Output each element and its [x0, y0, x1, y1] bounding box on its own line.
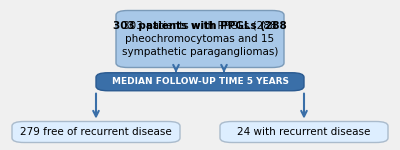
Text: 303 patients with PPGLs (288: 303 patients with PPGLs (288 — [113, 21, 287, 31]
FancyBboxPatch shape — [116, 11, 284, 68]
FancyBboxPatch shape — [96, 73, 304, 91]
Text: 303 patients with PPGLs (288: 303 patients with PPGLs (288 — [123, 21, 277, 31]
Text: MEDIAN FOLLOW-UP TIME 5 YEARS: MEDIAN FOLLOW-UP TIME 5 YEARS — [112, 77, 288, 86]
FancyBboxPatch shape — [220, 122, 388, 142]
Text: sympathetic paragangliomas): sympathetic paragangliomas) — [122, 47, 278, 57]
Text: 279 free of recurrent disease: 279 free of recurrent disease — [20, 127, 172, 137]
FancyBboxPatch shape — [12, 122, 180, 142]
Text: 24 with recurrent disease: 24 with recurrent disease — [237, 127, 371, 137]
Text: pheochromocytomas and 15: pheochromocytomas and 15 — [126, 34, 274, 44]
